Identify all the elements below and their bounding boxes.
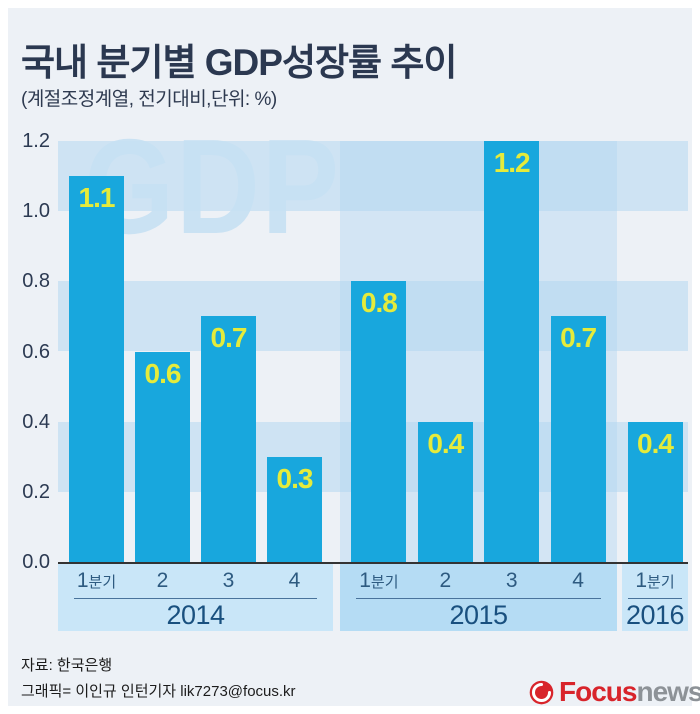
bar-2016-q1: 0.4 bbox=[627, 421, 683, 562]
page-title: 국내 분기별 GDP성장률 추이 bbox=[21, 42, 457, 83]
source-text: 자료: 한국은행 bbox=[21, 657, 113, 674]
quarter-label: 3 bbox=[505, 569, 518, 592]
focus-news-logo: Focus news bbox=[528, 676, 700, 708]
bar-value-label: 0.8 bbox=[360, 287, 398, 319]
bar-value-label: 0.7 bbox=[560, 322, 597, 354]
bar-value-label: 0.4 bbox=[637, 427, 674, 459]
quarter-suffix: 분기 bbox=[370, 574, 399, 591]
quarter-label-row: 1분기 bbox=[622, 569, 688, 595]
bar-value-label: 0.6 bbox=[144, 357, 182, 389]
bar-2014-q1: 1.1 bbox=[69, 176, 124, 562]
quarter-suffix: 분기 bbox=[88, 574, 117, 591]
bar-group-2015: 0.8 0.4 1.2 0.7 bbox=[340, 141, 617, 562]
y-tick-label: 0.2 bbox=[22, 480, 50, 503]
grid-stripe bbox=[58, 141, 688, 212]
bar-2014-q2: 0.6 bbox=[135, 351, 190, 562]
quarter-suffix: 분기 bbox=[647, 574, 675, 591]
bar-2015-q4: 0.7 bbox=[550, 316, 606, 562]
quarter-label: 4 bbox=[288, 569, 301, 592]
year-axis-band-2016: 1분기 2016 bbox=[622, 564, 688, 631]
quarter-divider-line bbox=[356, 598, 601, 599]
y-tick-label: 0.6 bbox=[22, 340, 50, 363]
quarter-label: 1분기 bbox=[635, 569, 675, 592]
bar-group-2014: 1.1 0.6 0.7 0.3 bbox=[58, 141, 333, 562]
quarter-label: 1분기 bbox=[76, 569, 117, 592]
quarter-label: 3 bbox=[222, 569, 235, 592]
y-tick-label: 0.8 bbox=[22, 270, 50, 293]
y-tick-label: 1.2 bbox=[22, 130, 50, 152]
y-tick-label: 0.0 bbox=[22, 551, 50, 573]
x-axis-line bbox=[58, 562, 688, 564]
bar-value-label: 0.7 bbox=[210, 322, 248, 354]
year-label: 2016 bbox=[625, 600, 685, 630]
infographic-panel: 국내 분기별 GDP성장률 추이 (계절조정계열, 전기대비,단위: %) 1.… bbox=[8, 8, 700, 707]
bar-2015-q2: 0.4 bbox=[417, 421, 473, 562]
logo-brand-text: Focus bbox=[559, 676, 637, 707]
bar-2015-q1: 0.8 bbox=[351, 281, 407, 562]
quarter-label: 4 bbox=[572, 569, 584, 592]
quarter-label: 1분기 bbox=[359, 569, 399, 592]
y-tick-label: 1.0 bbox=[22, 200, 50, 223]
credit-text: 그래픽= 이인규 인턴기자 lik7273@focus.kr bbox=[21, 683, 296, 700]
year-label: 2014 bbox=[166, 600, 225, 630]
bar-group-2016: 0.4 bbox=[622, 141, 688, 562]
bar-value-label: 0.3 bbox=[276, 462, 314, 494]
bar-2015-q3: 1.2 bbox=[484, 141, 540, 562]
focus-news-logo-icon bbox=[529, 680, 554, 704]
quarter-label: 2 bbox=[439, 569, 452, 592]
bar-value-label: 0.4 bbox=[427, 427, 464, 459]
logo-suffix-text: news bbox=[636, 676, 700, 707]
y-axis: 1.2 1.0 0.8 0.6 0.4 0.2 0.0 bbox=[10, 131, 50, 572]
bar-value-label: 1.2 bbox=[493, 147, 531, 178]
year-axis-band-2015: 1분기 2 3 4 2015 bbox=[340, 564, 617, 631]
page-subtitle: (계절조정계열, 전기대비,단위: %) bbox=[21, 89, 277, 110]
gdp-watermark: GDP bbox=[84, 111, 341, 262]
quarter-label-row: 1분기 2 3 4 bbox=[58, 569, 333, 595]
gdp-bar-chart: GDP 1.1 0.6 0.7 0.3 1분기 2 3 4 2014 0.8 0.4 1.2 0.7 1분… bbox=[58, 119, 688, 631]
quarter-divider-line bbox=[74, 598, 317, 599]
bar-2014-q4: 0.3 bbox=[267, 456, 322, 562]
quarter-divider-line bbox=[628, 598, 682, 599]
bar-value-label: 1.1 bbox=[78, 182, 116, 214]
bar-2014-q3: 0.7 bbox=[201, 316, 256, 562]
quarter-label-row: 1분기 2 3 4 bbox=[340, 569, 617, 595]
quarter-label: 2 bbox=[156, 569, 169, 592]
y-tick-label: 0.4 bbox=[22, 410, 50, 433]
year-label: 2015 bbox=[449, 600, 508, 630]
year-axis-band-2014: 1분기 2 3 4 2014 bbox=[58, 564, 333, 631]
